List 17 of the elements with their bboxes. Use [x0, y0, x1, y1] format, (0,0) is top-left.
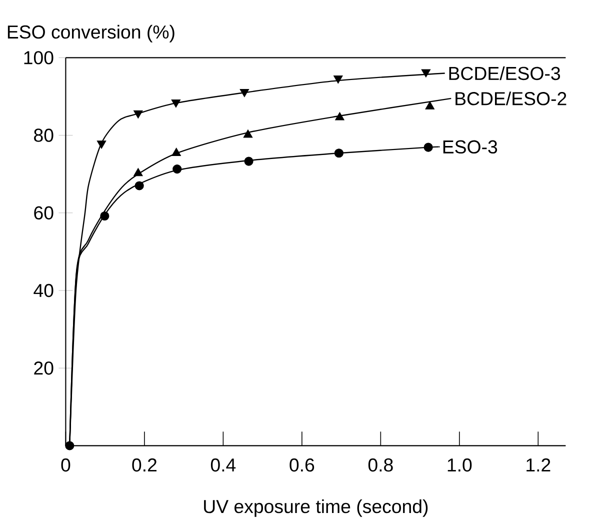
y-tick-label: 60	[34, 206, 54, 220]
x-tick-label: 0.4	[210, 458, 236, 472]
x-tick-label: 0.2	[132, 458, 156, 472]
x-tick-label: 1.2	[526, 458, 550, 472]
x-tick-label: 0.8	[368, 458, 393, 472]
x-tick-label: 0.6	[290, 458, 314, 472]
x-tick-label: 0	[61, 458, 70, 472]
y-tick-label: 20	[34, 361, 54, 375]
y-tick-label: 40	[34, 284, 54, 298]
series-label: ESO-3	[443, 140, 498, 154]
x-axis-title: UV exposure time (second)	[204, 499, 428, 517]
series-label: BCDE/ESO-3	[449, 66, 560, 80]
x-tick-label: 1.0	[448, 458, 472, 472]
series-label: BCDE/ESO-2	[456, 92, 566, 106]
y-axis-title: ESO conversion (%)	[8, 24, 174, 42]
y-tick-label: 100	[24, 51, 54, 64]
y-tick-label: 80	[34, 128, 54, 142]
